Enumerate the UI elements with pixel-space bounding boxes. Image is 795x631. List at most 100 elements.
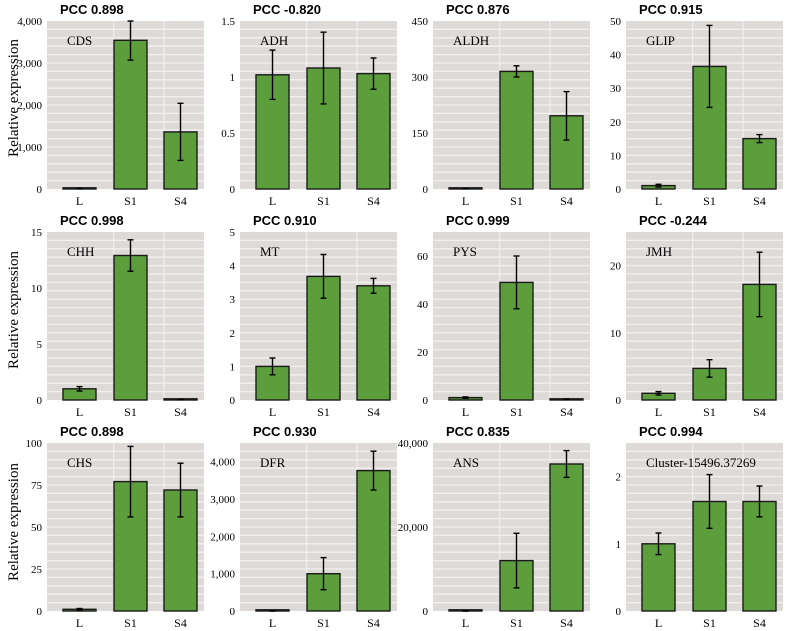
error-bar-s4 — [177, 462, 184, 518]
y-tick-label: 0 — [616, 184, 622, 196]
x-tick-label: L — [269, 194, 276, 208]
x-tick-label: S1 — [317, 616, 330, 630]
error-bar-l — [655, 532, 662, 556]
y-axis-label-row-3: Relative expression — [6, 463, 22, 581]
x-tick-label: S1 — [317, 405, 330, 419]
x-tick-label: L — [269, 405, 276, 419]
error-bar-s1 — [127, 20, 134, 61]
error-bar-s4 — [756, 251, 763, 318]
y-tick-label: 0 — [230, 184, 236, 196]
error-bar-s1 — [706, 24, 713, 109]
y-tick-label: 40 — [417, 299, 429, 311]
pcc-label: PCC 0.999 — [446, 213, 510, 228]
y-axis-label-row-2: Relative expression — [6, 251, 22, 369]
pcc-label: PCC 0.876 — [446, 2, 510, 17]
x-tick-label: S1 — [703, 405, 716, 419]
x-tick-label: L — [76, 405, 83, 419]
y-tick-label: 50 — [31, 522, 43, 534]
bar-s1 — [113, 254, 148, 401]
pcc-label: PCC 0.998 — [60, 213, 124, 228]
y-tick-label: 0.5 — [221, 128, 235, 140]
error-bar-l — [269, 49, 276, 101]
y-tick-label: 0 — [616, 395, 622, 407]
gene-label: JMH — [646, 244, 672, 259]
pcc-label: PCC 0.915 — [639, 2, 703, 17]
x-tick-label: L — [655, 405, 662, 419]
y-tick-label: 0 — [37, 606, 43, 618]
gene-label: CHS — [67, 455, 92, 470]
y-tick-label: 50 — [610, 16, 622, 28]
gene-label: DFR — [260, 455, 286, 470]
bar-s4 — [356, 469, 391, 612]
x-tick-label: S1 — [510, 405, 523, 419]
y-tick-label: 150 — [412, 128, 429, 140]
x-tick-label: S4 — [367, 616, 380, 630]
error-bar-s1 — [706, 473, 713, 529]
x-tick-label: S4 — [560, 405, 573, 419]
y-tick-label: 0 — [423, 395, 429, 407]
y-tick-label: 10 — [610, 150, 622, 162]
y-tick-label: 0 — [230, 395, 236, 407]
y-tick-label: 1.5 — [221, 16, 235, 28]
x-tick-label: L — [462, 405, 469, 419]
error-bar-s4 — [563, 398, 570, 401]
y-tick-label: 20 — [610, 261, 622, 273]
y-tick-label: 15 — [31, 227, 43, 239]
x-tick-label: S4 — [560, 194, 573, 208]
x-tick-label: L — [655, 616, 662, 630]
error-bar-s4 — [370, 57, 377, 91]
x-tick-label: S1 — [124, 405, 137, 419]
x-tick-label: S1 — [124, 194, 137, 208]
y-tick-label: 5 — [230, 227, 236, 239]
y-tick-label: 2,000 — [17, 100, 42, 112]
y-tick-label: 2 — [616, 472, 622, 484]
error-bar-l — [76, 607, 83, 611]
error-bar-s1 — [320, 556, 327, 591]
y-tick-label: 0 — [423, 184, 429, 196]
x-tick-label: S4 — [753, 616, 766, 630]
chart-panel-dfr: 0 1,000 2,000 3,000 4,000 L S1 S4 PCC 0.930 DFR — [210, 424, 397, 630]
y-tick-label: 1 — [230, 361, 236, 373]
bar-s4 — [356, 72, 391, 190]
y-tick-label: 20 — [610, 117, 622, 129]
y-tick-label: 5 — [37, 339, 43, 351]
chart-panel-chh: 0 5 10 15 L S1 S4 PCC 0.998 CHH — [31, 213, 204, 419]
error-bar-s1 — [320, 31, 327, 105]
pcc-label: PCC 0.898 — [60, 2, 124, 17]
chart-panel-ans: 0 20,000 40,000 L S1 S4 PCC 0.835 ANS — [398, 424, 590, 630]
error-bar-s1 — [513, 65, 520, 78]
error-bar-s1 — [127, 445, 134, 518]
y-tick-label: 1 — [616, 539, 622, 551]
chart-panel-glip: 0 10 20 30 40 50 L S1 S4 PCC 0.915 GLIP — [610, 2, 783, 208]
gene-label: PYS — [453, 244, 477, 259]
x-tick-label: S1 — [703, 194, 716, 208]
chart-panel-aldh: 0 150 300 450 L S1 S4 PCC 0.876 ALDH — [412, 2, 590, 208]
bar-s4 — [356, 285, 391, 401]
y-tick-label: 4,000 — [210, 457, 235, 469]
y-tick-label: 10 — [31, 283, 43, 295]
y-tick-label: 3 — [230, 294, 236, 306]
y-tick-label: 0 — [230, 606, 236, 618]
x-tick-label: L — [76, 194, 83, 208]
y-tick-label: 75 — [31, 480, 43, 492]
bar-s4 — [742, 137, 777, 190]
y-tick-label: 4 — [230, 261, 236, 273]
x-tick-label: L — [462, 616, 469, 630]
y-tick-label: 20 — [417, 347, 429, 359]
chart-panel-cds: 0 1,000 2,000 3,000 4,000 L S1 S4 PCC 0.898 CDS — [17, 2, 204, 208]
x-tick-label: S1 — [124, 616, 137, 630]
pcc-label: PCC 0.835 — [446, 424, 510, 439]
chart-panel-cluster-15496-37269: 0 1 2 L S1 S4 PCC 0.994 Cluster-15496.37269 — [616, 424, 783, 630]
chart-panel-mt: 0 1 2 3 4 5 L S1 S4 PCC 0.910 MT — [230, 213, 397, 419]
y-tick-label: 20,000 — [398, 522, 429, 534]
x-tick-label: S1 — [703, 616, 716, 630]
error-bar-s4 — [177, 102, 184, 162]
y-tick-label: 1,000 — [17, 142, 42, 154]
y-tick-label: 30 — [610, 83, 622, 95]
x-tick-label: S4 — [367, 194, 380, 208]
x-tick-label: S4 — [753, 194, 766, 208]
x-tick-label: S4 — [560, 616, 573, 630]
chart-panel-adh: 0 0.5 1 1.5 L S1 S4 PCC -0.820 ADH — [221, 2, 397, 208]
